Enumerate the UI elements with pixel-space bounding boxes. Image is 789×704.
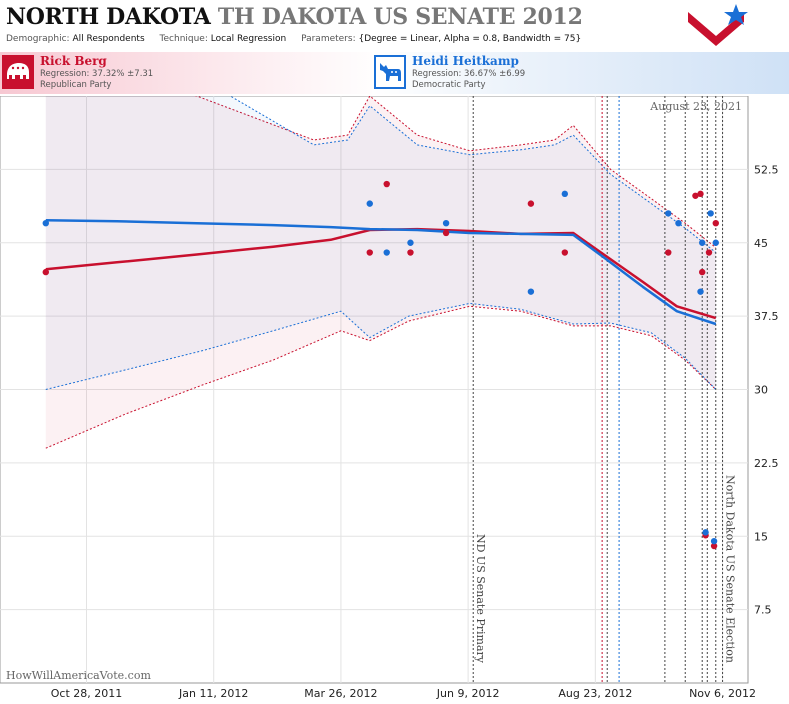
title-race: TH DAKOTA US SENATE 2012	[217, 4, 583, 30]
poll-point	[42, 268, 49, 276]
confidence-band	[45, 96, 716, 449]
poll-point	[527, 288, 535, 295]
candidate-rep-party: Republican Party	[40, 80, 112, 90]
x-tick-label: Mar 26, 2012	[304, 687, 377, 700]
poll-point	[692, 192, 699, 199]
axis-labels: 7.5 15 22.5 30 37.5 45 52.5 Oct 28, 2011 Jan 11,…	[51, 163, 779, 700]
confidence-band	[45, 96, 716, 390]
candidate-rep-regression: Regression: 37.32% ±7.31	[40, 69, 154, 79]
y-tick-label: 15	[754, 530, 768, 543]
candidate-rep[interactable]: Rick Berg Regression: 37.32% ±7.31 Repub…	[0, 52, 385, 94]
poll-point	[383, 249, 390, 256]
poll-point	[705, 249, 713, 256]
poll-point	[707, 210, 714, 217]
y-tick-label: 30	[754, 384, 768, 397]
header: NORTH DAKOTA TH DAKOTA US SENATE 2012 De…	[0, 0, 789, 50]
elephant-icon	[2, 55, 34, 89]
y-tick-label: 52.5	[754, 163, 779, 176]
parameters-value: {Degree = Linear, Alpha = 0.8, Bandwidth…	[358, 34, 582, 44]
upper-bound-line	[229, 96, 717, 253]
page-title: NORTH DAKOTA TH DAKOTA US SENATE 2012	[6, 4, 583, 30]
poll-point	[442, 219, 450, 227]
poll-point	[712, 239, 719, 246]
candidate-rep-name: Rick Berg	[40, 54, 107, 68]
event-label: North Dakota US Senate Election	[724, 475, 737, 663]
x-tick-label: Aug 23, 2012	[558, 687, 632, 700]
title-state: NORTH DAKOTA	[6, 4, 211, 30]
x-tick-label: Jun 9, 2012	[436, 687, 500, 700]
candidate-dem-party: Democratic Party	[412, 80, 486, 90]
poll-point	[699, 268, 706, 276]
poll-point	[710, 537, 718, 545]
poll-point	[712, 219, 719, 227]
candidate-dem-regression: Regression: 36.67% ±6.99	[412, 69, 526, 79]
trend-line	[45, 227, 717, 320]
poll-point	[527, 200, 535, 207]
poll-points	[42, 180, 719, 550]
poll-point	[697, 190, 704, 198]
poll-point	[383, 180, 390, 188]
flag-logo-icon	[688, 4, 748, 46]
poll-point	[366, 200, 373, 207]
event-label: ND US Senate Primary	[474, 534, 487, 664]
poll-point	[407, 239, 414, 246]
candidate-dem[interactable]: Heidi Heitkamp Regression: 36.67% ±6.99 …	[372, 52, 789, 94]
y-tick-label: 22.5	[754, 457, 779, 470]
poll-point	[366, 249, 373, 256]
confidence-bands	[45, 96, 717, 449]
y-tick-label: 37.5	[754, 310, 779, 323]
poll-point	[697, 288, 704, 295]
y-tick-label: 7.5	[754, 604, 772, 617]
watermark: HowWillAmericaVote.com	[6, 669, 151, 682]
donkey-icon	[374, 55, 406, 89]
poll-point	[442, 229, 450, 237]
poll-point	[699, 239, 706, 246]
parameters-line: Demographic: All Respondents Technique: …	[6, 34, 593, 44]
demographic-value: All Respondents	[72, 34, 145, 44]
poll-point	[561, 249, 569, 256]
x-tick-label: Oct 28, 2011	[51, 687, 123, 700]
poll-point	[675, 219, 682, 227]
candidate-dem-name: Heidi Heitkamp	[412, 54, 519, 68]
poll-point	[407, 249, 414, 256]
poll-point	[665, 249, 672, 256]
poll-point	[42, 219, 49, 227]
x-tick-label: Nov 6, 2012	[689, 687, 756, 700]
chart: ND US Senate Primary North Dakota US Sena…	[0, 96, 779, 700]
demographic-label: Demographic:	[6, 34, 70, 44]
poll-point	[665, 210, 672, 217]
date-stamp: August 23, 2021	[649, 100, 742, 113]
poll-point	[710, 542, 718, 550]
technique-label: Technique:	[159, 34, 208, 44]
poll-point	[561, 190, 569, 198]
poll-point	[702, 529, 709, 536]
lower-bound-line	[45, 305, 717, 449]
x-tick-label: Jan 11, 2012	[178, 687, 248, 700]
y-tick-label: 45	[754, 237, 768, 250]
lower-bound-line	[45, 302, 717, 390]
technique-value: Local Regression	[210, 34, 287, 44]
parameters-label: Parameters:	[301, 34, 356, 44]
upper-bound-line	[194, 96, 717, 248]
